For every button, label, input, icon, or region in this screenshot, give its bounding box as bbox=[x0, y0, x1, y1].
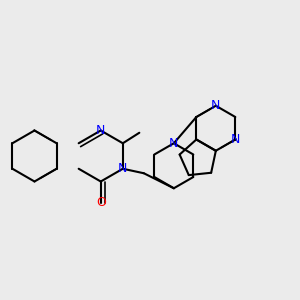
Text: N: N bbox=[211, 99, 220, 112]
Text: N: N bbox=[118, 162, 128, 175]
Text: N: N bbox=[231, 133, 240, 146]
Text: O: O bbox=[96, 196, 106, 209]
Text: N: N bbox=[96, 124, 105, 137]
Text: N: N bbox=[169, 137, 178, 150]
